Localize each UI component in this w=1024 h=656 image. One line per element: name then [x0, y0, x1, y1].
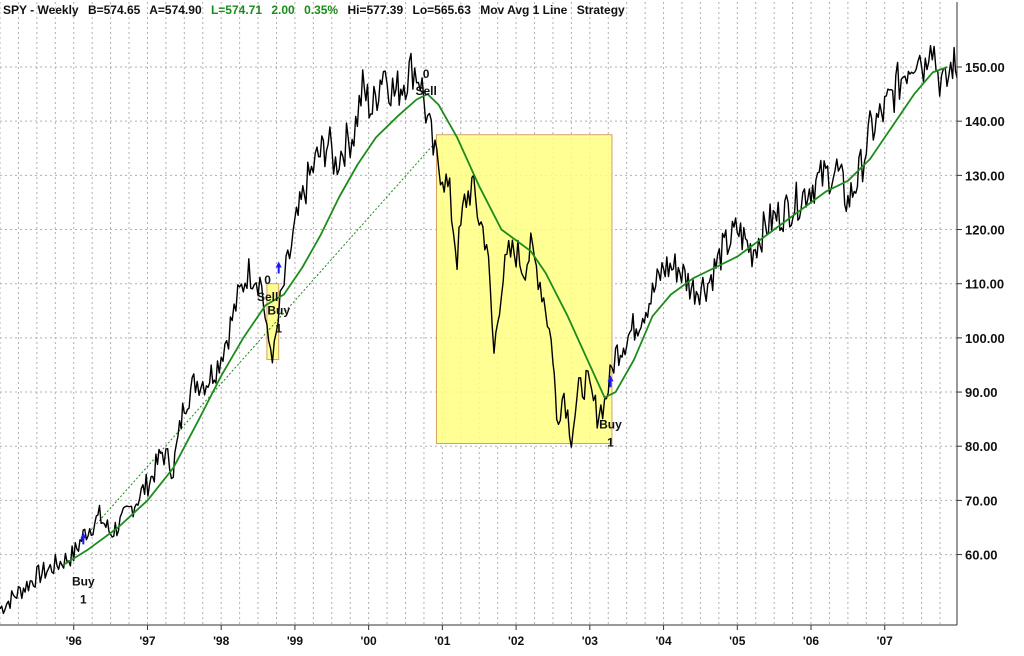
y-tick-label: 120.00: [965, 223, 1005, 238]
signal-qty-label: 1: [80, 592, 87, 606]
series-layer: [0, 45, 958, 615]
lo-value: Lo=565.63: [412, 3, 471, 17]
hi-value: Hi=577.39: [347, 3, 404, 17]
price-series-line: [0, 45, 958, 615]
signal-action-label: Buy: [267, 304, 290, 318]
x-tick-label: '03: [582, 634, 599, 648]
x-tick-label: '02: [508, 634, 525, 648]
y-tick-label: 110.00: [965, 277, 1004, 292]
trend-line-layer: [88, 142, 436, 534]
study-label: Mov Avg 1 Line: [480, 3, 568, 17]
change-pct-value: 0.35%: [304, 3, 339, 17]
sell-signal: 0 Sell: [257, 273, 278, 304]
buy-arrow-icon: [275, 261, 282, 274]
x-tick-label: '01: [434, 634, 451, 648]
y-axis-ticks: 60.00 70.00 80.00 90.00 100.00 110.00 120.00 13…: [957, 60, 1005, 563]
chart-header: SPY - Weekly B=574.65 A=574.90 L=574.71 …: [3, 3, 631, 17]
strategy-label: Strategy: [576, 3, 625, 17]
x-tick-label: '99: [287, 634, 304, 648]
ask-value: A=574.90: [149, 3, 202, 17]
signal-action-label: Buy: [599, 417, 622, 431]
buy-arrow-icon: [607, 375, 614, 388]
x-tick-label: '07: [877, 634, 894, 648]
trend-line: [88, 142, 436, 534]
y-tick-label: 130.00: [965, 168, 1005, 183]
x-tick-label: '00: [361, 634, 378, 648]
y-tick-label: 140.00: [965, 114, 1005, 129]
y-tick-label: 80.00: [965, 439, 998, 454]
buy-signal: Buy 1: [267, 261, 290, 336]
moving-average-line: [62, 66, 948, 567]
sell-signal: 0 Sell: [415, 67, 436, 98]
x-tick-label: '97: [139, 634, 156, 648]
y-tick-label: 60.00: [965, 548, 998, 563]
x-tick-label: '04: [655, 634, 672, 648]
last-value: L=574.71: [210, 3, 263, 17]
bid-value: B=574.65: [87, 3, 141, 17]
change-value: 2.00: [271, 3, 295, 17]
signal-qty-label: 0: [423, 67, 430, 81]
y-tick-label: 70.00: [965, 493, 998, 508]
signal-action-label: Sell: [257, 290, 278, 304]
signal-action-label: Sell: [415, 84, 436, 98]
x-axis-ticks: '96 '97 '98 '99 '00 '01 '02 '03 '04 '05 '06 '07: [66, 625, 894, 648]
y-tick-label: 100.00: [965, 331, 1005, 346]
x-tick-label: '06: [803, 634, 820, 648]
y-tick-label: 150.00: [965, 60, 1005, 75]
signal-action-label: Buy: [72, 574, 95, 588]
buy-signal: Buy 1: [599, 375, 622, 449]
signal-qty-label: 1: [275, 322, 282, 336]
x-tick-label: '98: [213, 634, 230, 648]
signal-qty-label: 1: [607, 435, 614, 449]
x-tick-label: '96: [66, 634, 83, 648]
buy-arrow-icon: [80, 532, 87, 545]
y-tick-label: 90.00: [965, 385, 998, 400]
buy-signal: Buy 1: [72, 532, 95, 606]
symbol-label: SPY - Weekly: [3, 3, 79, 17]
x-tick-label: '05: [729, 634, 746, 648]
highlight-box: [435, 134, 613, 445]
signal-qty-label: 0: [264, 273, 271, 287]
